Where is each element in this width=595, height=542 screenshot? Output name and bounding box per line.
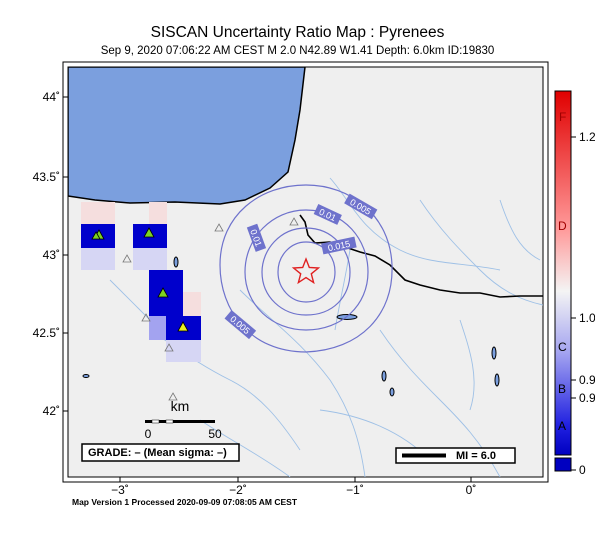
grade-text: GRADE: – (Mean sigma: –) <box>88 447 227 459</box>
lake <box>389 387 395 397</box>
triangle-icon <box>164 343 174 352</box>
svg-text:−3˚: −3˚ <box>111 483 129 497</box>
triangle-icon <box>289 217 299 226</box>
colorbar-min-swatch <box>554 457 572 472</box>
map-title: SISCAN Uncertainty Ratio Map : Pyrenees <box>150 24 445 41</box>
svg-text:A: A <box>558 419 566 433</box>
france-spain-border <box>299 214 543 298</box>
axis-ticks <box>63 96 472 482</box>
contours <box>219 184 393 353</box>
event-info: Sep 9, 2020 07:06:22 AM CEST M 2.0 N42.8… <box>100 45 495 57</box>
svg-text:50: 50 <box>208 427 222 441</box>
mi-legend-text: MI = 6.0 <box>456 450 496 462</box>
colorbar <box>554 90 572 456</box>
triangle-icon <box>168 392 178 401</box>
svg-text:1.2: 1.2 <box>579 130 595 144</box>
mi-legend-box <box>395 447 516 464</box>
svg-text:44˚: 44˚ <box>43 90 60 104</box>
triangle-icon <box>214 223 224 232</box>
svg-text:42.5˚: 42.5˚ <box>33 326 60 340</box>
svg-text:1.0: 1.0 <box>579 311 595 325</box>
svg-text:0.015: 0.015 <box>327 239 351 253</box>
colorbar-letters: F D C B A <box>558 110 567 433</box>
colorbar-values: 1.2 1.0 0.9 0.9 0 <box>579 130 595 477</box>
svg-text:D: D <box>558 219 567 233</box>
svg-text:43.5˚: 43.5˚ <box>33 170 60 184</box>
triangle-icon <box>91 231 101 240</box>
lake <box>491 346 497 360</box>
svg-text:B: B <box>558 382 566 396</box>
lake <box>173 256 179 268</box>
svg-text:−2˚: −2˚ <box>229 483 247 497</box>
triangle-icon <box>143 227 155 238</box>
bay-of-biscay <box>68 67 306 205</box>
triangle-icon <box>177 321 189 332</box>
svg-text:F: F <box>559 110 566 124</box>
svg-text:−1˚: −1˚ <box>346 483 364 497</box>
svg-text:0.9: 0.9 <box>579 391 595 405</box>
svg-text:0: 0 <box>579 463 586 477</box>
stations <box>91 217 299 401</box>
lat-axis-labels: 44˚ 43.5˚ 43˚ 42.5˚ 42˚ <box>33 90 60 418</box>
scale-bar: km 0 50 <box>145 398 222 441</box>
lake <box>381 370 387 382</box>
svg-text:C: C <box>558 340 567 354</box>
svg-text:0.9: 0.9 <box>579 373 595 387</box>
svg-text:km: km <box>171 398 190 414</box>
svg-text:43˚: 43˚ <box>43 248 60 262</box>
lake <box>82 374 90 378</box>
lon-axis-labels: −3˚ −2˚ −1˚ 0˚ <box>111 483 476 497</box>
colorbar-ticks <box>571 136 576 471</box>
star-icon <box>291 257 321 285</box>
grade-box <box>81 443 240 462</box>
triangle-icon <box>122 254 132 263</box>
processing-note: Map Version 1 Processed 2020-09-09 07:08… <box>72 497 298 507</box>
svg-text:0˚: 0˚ <box>466 483 477 497</box>
svg-text:0: 0 <box>145 427 152 441</box>
triangle-icon <box>157 287 169 298</box>
triangle-icon <box>141 313 151 322</box>
lake <box>494 373 500 387</box>
svg-text:42˚: 42˚ <box>43 404 60 418</box>
